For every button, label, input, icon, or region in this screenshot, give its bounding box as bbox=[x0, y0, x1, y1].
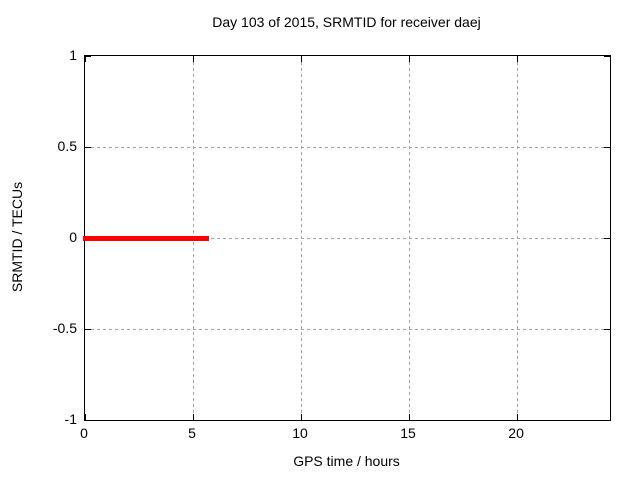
x-tick-label: 15 bbox=[400, 425, 416, 441]
x-tick-label: 20 bbox=[508, 425, 524, 441]
x-tickmark-top bbox=[192, 56, 194, 62]
y-tick-label: -1 bbox=[64, 411, 77, 427]
y-tick-label: -0.5 bbox=[52, 320, 77, 336]
x-tick-label: 5 bbox=[188, 425, 196, 441]
y-gridline bbox=[85, 237, 610, 239]
y-tickmark-left bbox=[85, 146, 91, 148]
y-tick-label: 1 bbox=[69, 47, 77, 63]
y-tickmark-right bbox=[604, 55, 610, 57]
x-tickmark-top bbox=[408, 56, 410, 62]
x-tick-label: 0 bbox=[80, 425, 88, 441]
x-tickmark-top bbox=[84, 56, 86, 62]
x-tickmark-top bbox=[516, 56, 518, 62]
x-tickmark-bottom bbox=[408, 414, 410, 420]
x-tickmark-bottom bbox=[516, 414, 518, 420]
y-tick-label: 0 bbox=[69, 229, 77, 245]
series-line-srmtid bbox=[83, 235, 210, 241]
y-gridline bbox=[85, 146, 610, 148]
x-tickmark-bottom bbox=[300, 414, 302, 420]
y-tickmark-right bbox=[604, 237, 610, 239]
y-gridline bbox=[85, 328, 610, 330]
y-tick-label: 0.5 bbox=[57, 138, 77, 154]
y-tickmark-right bbox=[604, 146, 610, 148]
chart-title: Day 103 of 2015, SRMTID for receiver dae… bbox=[212, 14, 481, 30]
x-tickmark-bottom bbox=[192, 414, 194, 420]
x-tick-label: 10 bbox=[292, 425, 308, 441]
y-tickmark-right bbox=[604, 328, 610, 330]
y-tickmark-left bbox=[85, 55, 91, 57]
x-tickmark-top bbox=[300, 56, 302, 62]
y-tickmark-left bbox=[85, 419, 91, 421]
y-tickmark-left bbox=[85, 328, 91, 330]
x-tickmark-bottom bbox=[84, 414, 86, 420]
y-tickmark-right bbox=[604, 419, 610, 421]
plot-area bbox=[83, 55, 611, 421]
x-axis-title: GPS time / hours bbox=[293, 453, 400, 469]
